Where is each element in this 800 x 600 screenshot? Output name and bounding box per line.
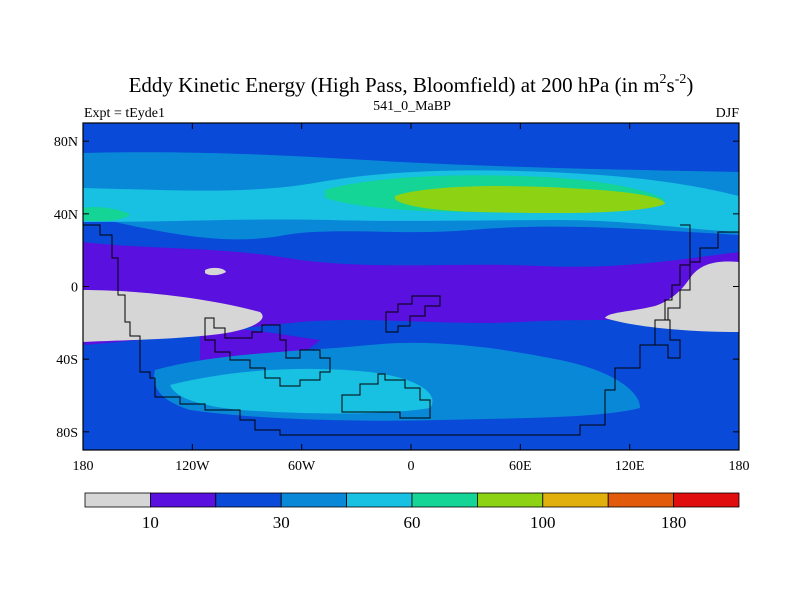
colorbar-label: 10 bbox=[142, 513, 159, 532]
x-tick-label: 60E bbox=[509, 459, 532, 474]
y-tick-label: 40S bbox=[56, 353, 78, 368]
chart-title: Eddy Kinetic Energy (High Pass, Bloomfie… bbox=[129, 72, 694, 97]
coastline-southern-island bbox=[341, 373, 431, 419]
field-gray-west bbox=[83, 290, 263, 342]
x-tick-label: 0 bbox=[408, 459, 415, 474]
coastline-equatorial-island bbox=[385, 295, 441, 333]
y-tick-label: 80N bbox=[54, 135, 78, 150]
x-axis: 180 120W 60W 0 60E 120E 180 bbox=[73, 123, 750, 474]
colorbar-swatch bbox=[476, 492, 544, 508]
colorbar-swatch bbox=[280, 492, 348, 508]
field-north-small-level-5 bbox=[83, 207, 130, 222]
coastline-eastern-strip bbox=[655, 224, 691, 359]
y-tick-label: 80S bbox=[56, 426, 78, 441]
map-field bbox=[83, 123, 739, 450]
colorbar-label: 100 bbox=[530, 513, 556, 532]
x-tick-label: 180 bbox=[729, 459, 750, 474]
colorbar: 10 30 60 100 180 bbox=[84, 492, 740, 532]
subtitle-right: DJF bbox=[716, 106, 740, 121]
coastlines bbox=[83, 224, 739, 436]
y-axis: 80N 40N 0 40S 80S bbox=[54, 135, 739, 441]
y-tick-label: 0 bbox=[71, 281, 78, 296]
coastline-southern-continent bbox=[154, 231, 739, 436]
colorbar-label: 60 bbox=[404, 513, 421, 532]
x-tick-label: 180 bbox=[73, 459, 94, 474]
coastline-western-continent bbox=[83, 224, 155, 379]
colorbar-label: 180 bbox=[661, 513, 687, 532]
x-tick-label: 60W bbox=[288, 459, 316, 474]
coastline-central-basin bbox=[204, 317, 331, 387]
colorbar-swatch bbox=[215, 492, 282, 508]
field-north-level-6 bbox=[395, 186, 665, 214]
colorbar-swatch bbox=[607, 492, 675, 508]
colorbar-label: 30 bbox=[273, 513, 290, 532]
field-gray-east bbox=[605, 261, 739, 332]
x-tick-label: 120E bbox=[615, 459, 645, 474]
colorbar-swatch bbox=[84, 492, 151, 508]
colorbar-swatch bbox=[149, 492, 217, 508]
subtitle-left: Expt = tEyde1 bbox=[84, 106, 165, 121]
field-south-level-4 bbox=[170, 368, 433, 414]
colorbar-swatch bbox=[542, 492, 609, 508]
x-tick-label: 120W bbox=[175, 459, 210, 474]
field-gray-small bbox=[205, 267, 226, 276]
colorbar-swatch bbox=[346, 492, 413, 508]
colorbar-swatch bbox=[673, 492, 740, 508]
y-tick-label: 40N bbox=[54, 208, 78, 223]
colorbar-swatch bbox=[411, 492, 478, 508]
subtitle-center: 541_0_MaBP bbox=[373, 99, 451, 114]
